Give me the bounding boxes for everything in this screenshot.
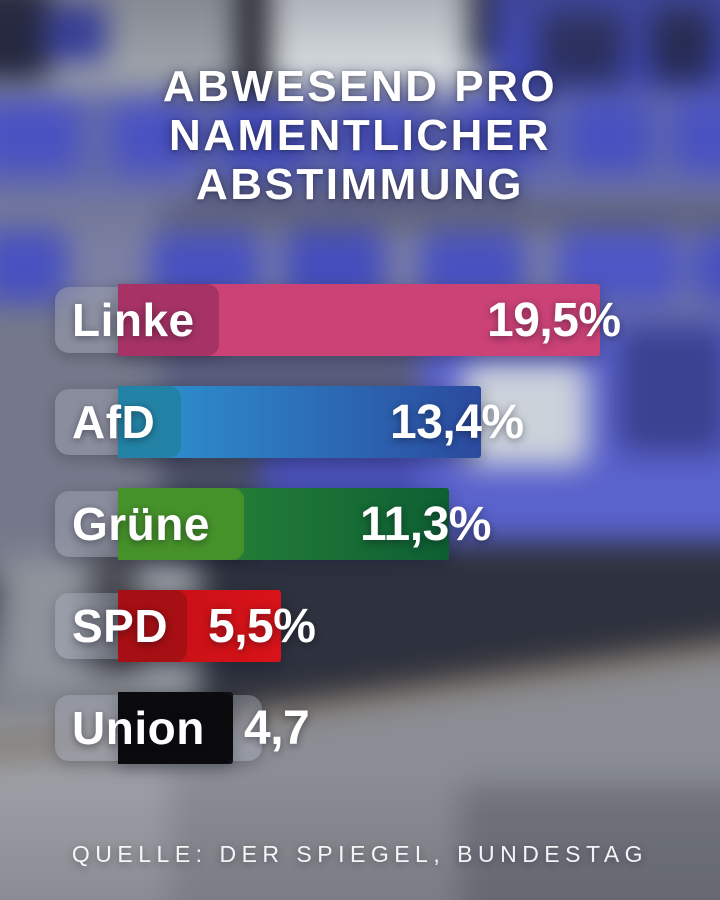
bg-shape xyxy=(112,102,198,172)
label-chip xyxy=(118,692,233,764)
label-chip xyxy=(118,488,244,560)
bg-shape xyxy=(692,232,720,304)
bar-row: Grüne 11,3% xyxy=(0,488,720,560)
bar-row: SPD 5,5% xyxy=(0,590,720,662)
bg-shape xyxy=(618,328,720,453)
bg-shape xyxy=(0,764,170,900)
value-label: 11,3% xyxy=(360,498,491,551)
bg-shape xyxy=(0,230,68,304)
bg-shape xyxy=(672,100,720,172)
party-label: Linke xyxy=(72,294,195,346)
bg-shape xyxy=(0,0,50,80)
bg-shape xyxy=(460,784,720,900)
bg-shape xyxy=(0,100,80,172)
source-credit: QUELLE: DER SPIEGEL, BUNDESTAG xyxy=(71,841,649,867)
party-label: SPD xyxy=(72,600,169,652)
bg-shape xyxy=(462,362,588,466)
label-chip xyxy=(118,590,187,662)
label-chip xyxy=(118,386,181,458)
label-chip xyxy=(118,284,219,356)
bg-shape xyxy=(470,0,492,66)
party-label: Grüne xyxy=(72,498,210,550)
bar-row: Linke 19,5% xyxy=(0,284,720,356)
value-label: 4,7 xyxy=(244,702,310,755)
bg-shape xyxy=(452,100,544,172)
party-label: Union xyxy=(72,702,205,754)
bg-shape xyxy=(218,100,310,172)
bg-shape xyxy=(540,12,625,84)
chart-title-line-2: NAMENTLICHER xyxy=(169,111,551,160)
chart-title-line-1: ABWESEND PRO xyxy=(162,62,558,111)
bg-shape xyxy=(332,102,428,172)
value-label: 19,5% xyxy=(487,294,621,347)
chart-title: ABWESEND PRO NAMENTLICHER ABSTIMMUNG xyxy=(0,62,720,209)
value-label: 13,4% xyxy=(390,396,524,449)
chart-title-line-3: ABSTIMMUNG xyxy=(195,160,525,209)
party-label: AfD xyxy=(72,396,156,448)
value-label: 5,5% xyxy=(208,600,316,653)
bar-row: Union 4,7 xyxy=(0,692,720,764)
bg-shape xyxy=(650,8,715,82)
bg-shape xyxy=(566,102,652,172)
bg-shape xyxy=(45,2,107,62)
bar-row: AfD 13,4% xyxy=(0,386,720,458)
